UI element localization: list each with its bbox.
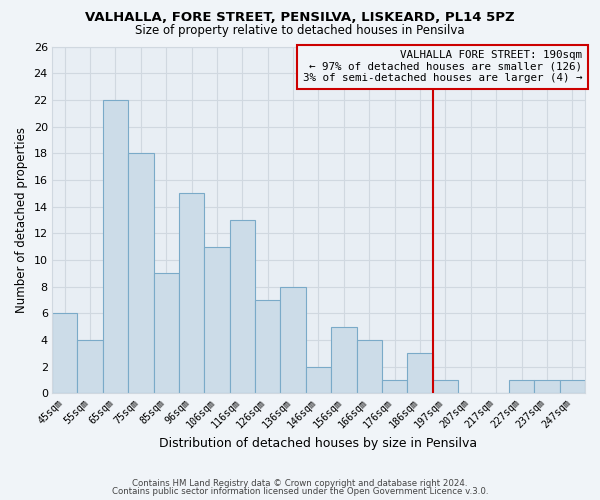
Bar <box>179 193 204 394</box>
Bar <box>103 100 128 394</box>
Bar <box>433 380 458 394</box>
Bar <box>509 380 534 394</box>
Text: VALHALLA, FORE STREET, PENSILVA, LISKEARD, PL14 5PZ: VALHALLA, FORE STREET, PENSILVA, LISKEAR… <box>85 11 515 24</box>
Text: VALHALLA FORE STREET: 190sqm
← 97% of detached houses are smaller (126)
3% of se: VALHALLA FORE STREET: 190sqm ← 97% of de… <box>303 50 583 83</box>
Bar <box>534 380 560 394</box>
Text: Contains public sector information licensed under the Open Government Licence v.: Contains public sector information licen… <box>112 487 488 496</box>
Bar <box>52 314 77 394</box>
Bar <box>306 366 331 394</box>
Bar <box>230 220 255 394</box>
X-axis label: Distribution of detached houses by size in Pensilva: Distribution of detached houses by size … <box>160 437 478 450</box>
Bar <box>356 340 382 394</box>
Text: Size of property relative to detached houses in Pensilva: Size of property relative to detached ho… <box>135 24 465 37</box>
Bar <box>204 246 230 394</box>
Bar <box>154 274 179 394</box>
Bar <box>331 326 356 394</box>
Bar <box>382 380 407 394</box>
Text: Contains HM Land Registry data © Crown copyright and database right 2024.: Contains HM Land Registry data © Crown c… <box>132 478 468 488</box>
Bar <box>407 354 433 394</box>
Bar <box>280 286 306 394</box>
Bar <box>128 153 154 394</box>
Bar <box>255 300 280 394</box>
Y-axis label: Number of detached properties: Number of detached properties <box>15 127 28 313</box>
Bar <box>560 380 585 394</box>
Bar <box>77 340 103 394</box>
